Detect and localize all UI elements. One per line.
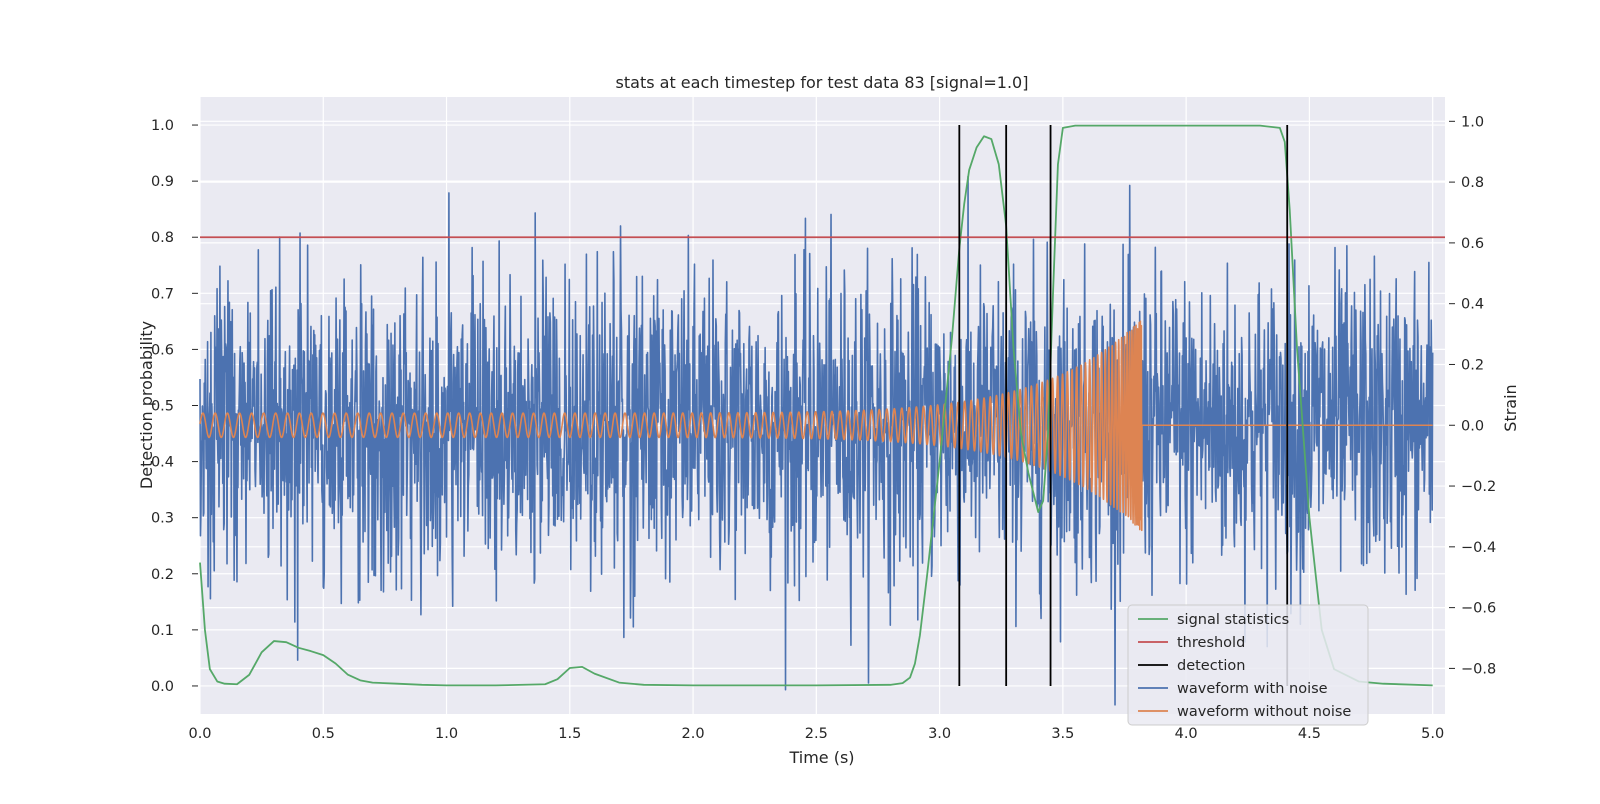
x-tick-label: 3.5 bbox=[1051, 726, 1074, 742]
signal-statistics-line bbox=[199, 124, 1433, 687]
y-right-tick-label: −0.6 bbox=[1461, 601, 1496, 617]
waveform-without-noise-line bbox=[199, 320, 1434, 532]
legend: signal statistics threshold detection wavef… bbox=[1127, 604, 1369, 726]
legend-box bbox=[1127, 604, 1369, 726]
legend-label: detection bbox=[1177, 658, 1245, 674]
legend-label: waveform without noise bbox=[1177, 704, 1351, 720]
y-left-tick-label: 1.0 bbox=[151, 118, 174, 134]
y-right-tick-label: 0.6 bbox=[1461, 236, 1484, 252]
y-right-tick-label: −0.2 bbox=[1461, 479, 1496, 495]
y-left-tick-label: 0.6 bbox=[151, 342, 174, 358]
y-axis-left-label: Detection probability bbox=[137, 321, 156, 489]
y-right-tick-label: 0.2 bbox=[1461, 357, 1484, 373]
y-left-tick-label: 0.7 bbox=[151, 286, 174, 302]
y-left-tick-label: 0.2 bbox=[151, 567, 174, 583]
ticks: 0.0 0.5 1.0 1.5 2.0 2.5 3.0 3.5 4.0 4.5 5.0 0.0 0.1 0… bbox=[151, 114, 1496, 742]
y-right-tick-label: 0.8 bbox=[1461, 175, 1484, 191]
y-right-tick-label: 0.4 bbox=[1461, 297, 1484, 313]
y-left-tick-label: 0.1 bbox=[151, 623, 174, 639]
x-tick-label: 5.0 bbox=[1421, 726, 1444, 742]
legend-label: waveform with noise bbox=[1177, 681, 1328, 697]
x-tick-label: 1.0 bbox=[435, 726, 458, 742]
x-tick-label: 0.5 bbox=[312, 726, 335, 742]
y-left-tick-label: 0.0 bbox=[151, 679, 174, 695]
y-left-tick-label: 0.5 bbox=[151, 399, 174, 415]
y-left-tick-label: 0.9 bbox=[151, 174, 174, 190]
y-left-tick-label: 0.4 bbox=[151, 455, 174, 471]
series bbox=[199, 124, 1445, 706]
x-tick-label: 4.0 bbox=[1175, 726, 1198, 742]
y-right-tick-label: −0.8 bbox=[1461, 661, 1496, 677]
chart-title: stats at each timestep for test data 83 … bbox=[616, 73, 1029, 92]
y-right-tick-label: −0.4 bbox=[1461, 540, 1496, 556]
y-right-tick-label: 1.0 bbox=[1461, 114, 1484, 130]
y-left-tick-label: 0.3 bbox=[151, 511, 174, 527]
x-axis-label: Time (s) bbox=[788, 748, 854, 767]
y-axis-right-label: Strain bbox=[1501, 384, 1520, 431]
x-tick-label: 2.5 bbox=[805, 726, 828, 742]
y-right-tick-label: 0.0 bbox=[1461, 418, 1484, 434]
waveform-with-noise-line bbox=[199, 175, 1434, 706]
x-tick-label: 4.5 bbox=[1298, 726, 1321, 742]
legend-label: signal statistics bbox=[1177, 612, 1289, 628]
y-left-tick-label: 0.8 bbox=[151, 230, 174, 246]
x-tick-label: 1.5 bbox=[558, 726, 581, 742]
x-tick-label: 2.0 bbox=[682, 726, 705, 742]
x-tick-label: 0.0 bbox=[188, 726, 211, 742]
legend-label: threshold bbox=[1177, 635, 1245, 651]
x-tick-label: 3.0 bbox=[928, 726, 951, 742]
